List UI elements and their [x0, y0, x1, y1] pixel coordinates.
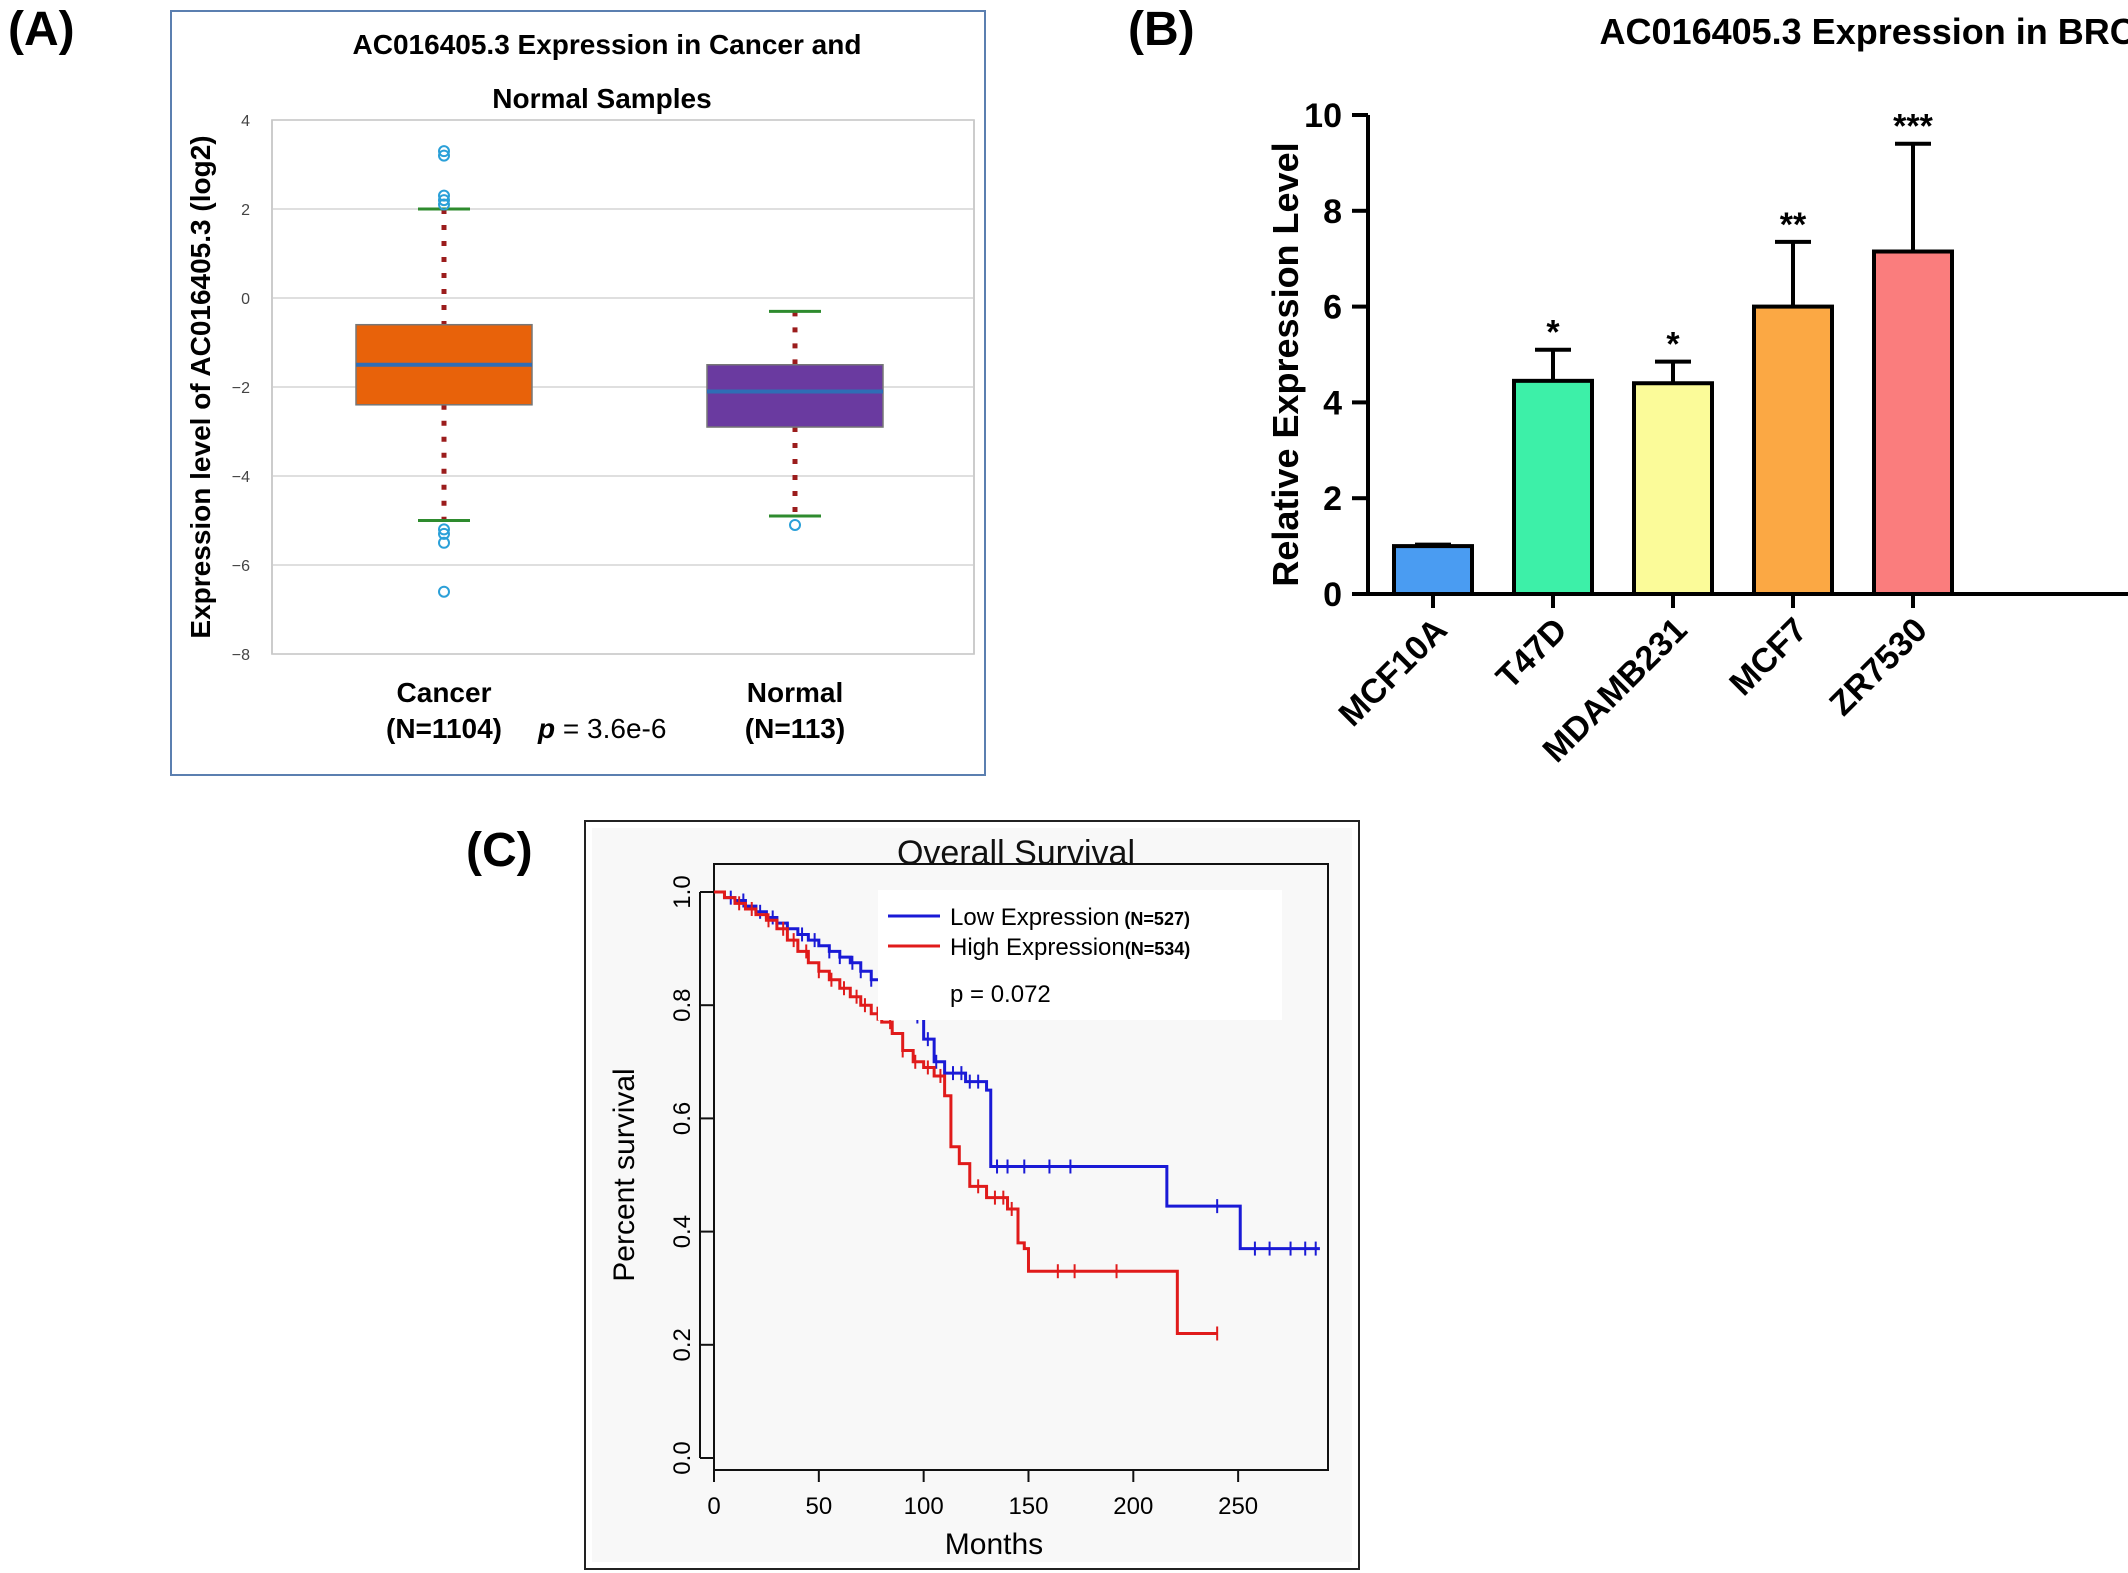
outlier-point — [438, 189, 450, 202]
group-label: Cancer — [397, 677, 492, 708]
outlier-point — [438, 523, 450, 536]
p-value-label: p = 0.072 — [950, 981, 1051, 1008]
x-tick-label: MCF7 — [1722, 611, 1814, 703]
legend-entry: Low Expression (N=527) — [950, 904, 1190, 931]
chart-title: Normal Samples — [492, 83, 711, 114]
legend-entry: High Expression(N=534) — [950, 934, 1190, 961]
x-tick-label: ZR7530 — [1822, 611, 1934, 723]
group-label: Normal — [747, 677, 843, 708]
bar — [1392, 544, 1474, 596]
p-value-label: p = 3.6e-6 — [537, 713, 666, 744]
y-tick-label: −4 — [232, 469, 250, 486]
panel-b-label: (B) — [1128, 3, 1195, 56]
panel-a-label: (A) — [8, 3, 75, 56]
y-tick-label: 10 — [1304, 97, 1342, 135]
y-tick-label: 0 — [241, 291, 250, 308]
bar — [1632, 381, 1714, 596]
group-n-label: (N=113) — [745, 713, 845, 744]
boxplot-panel: AC016405.3 Expression in Cancer and Norma… — [170, 10, 986, 776]
y-tick-label: 0.6 — [669, 1102, 696, 1135]
y-tick-label: 0.4 — [669, 1215, 696, 1248]
barchart-panel: AC016405.3 Expression in BRCA Cell Lines… — [1150, 0, 2128, 800]
outlier-point — [438, 194, 450, 207]
y-axis-label: Percent survival — [608, 1068, 641, 1281]
x-tick-label: MCF10A — [1332, 611, 1455, 734]
outlier-point — [438, 527, 450, 540]
y-tick-label: 4 — [241, 113, 250, 130]
boxplot-chart: AC016405.3 Expression in Cancer and Norma… — [185, 29, 975, 744]
x-tick-label: 250 — [1218, 1493, 1258, 1520]
bar — [1872, 249, 1954, 596]
y-tick-label: 0.0 — [669, 1441, 696, 1474]
x-tick-label: 150 — [1008, 1493, 1048, 1520]
y-tick-label: 4 — [1323, 384, 1342, 422]
outlier-point — [438, 585, 450, 598]
box — [706, 364, 884, 428]
significance-label: *** — [1893, 108, 1933, 146]
bar — [1512, 378, 1594, 596]
chart-title: AC016405.3 Expression in Cancer and — [353, 29, 862, 60]
x-tick-label: T47D — [1489, 611, 1575, 697]
y-tick-label: 6 — [1323, 289, 1342, 327]
y-tick-label: 1.0 — [669, 875, 696, 908]
y-tick-label: 0.2 — [669, 1328, 696, 1361]
panel-c-label: (C) — [466, 824, 533, 877]
y-axis-label: Relative Expression Level — [1265, 142, 1306, 586]
survival-curve — [714, 890, 1218, 1335]
legend-box — [878, 890, 1282, 1020]
x-tick-label: 50 — [805, 1493, 832, 1520]
bar-chart: AC016405.3 Expression in BRCA Cell Lines… — [1265, 11, 2128, 770]
chart-title: AC016405.3 Expression in BRCA Cell Lines — [1600, 11, 2128, 52]
significance-label: ** — [1780, 206, 1807, 244]
bar — [1752, 304, 1834, 596]
y-tick-label: 2 — [1323, 480, 1342, 518]
y-tick-label: −8 — [232, 647, 250, 664]
y-tick-label: 0 — [1323, 576, 1342, 614]
group-n-label: (N=1104) — [386, 713, 502, 744]
y-axis-label: Expression level of AC016405.3 (log2) — [185, 135, 216, 638]
y-tick-label: 8 — [1323, 193, 1342, 231]
x-tick-label: 100 — [904, 1493, 944, 1520]
outlier-point — [438, 145, 450, 158]
outlier-point — [438, 198, 450, 211]
x-tick-label: 200 — [1113, 1493, 1153, 1520]
x-axis-label: Months — [945, 1528, 1043, 1561]
y-tick-label: −6 — [232, 558, 250, 575]
outlier-point — [438, 149, 450, 162]
outlier-point — [438, 536, 450, 549]
y-tick-label: 0.8 — [669, 989, 696, 1022]
significance-label: * — [1546, 314, 1560, 352]
outlier-point — [789, 518, 801, 531]
survival-panel: Overall Survival 0 50 100 150 200 250 0.0 0.2 0.4… — [584, 820, 1360, 1570]
y-tick-label: 2 — [241, 202, 250, 219]
significance-label: * — [1666, 326, 1680, 364]
y-tick-label: −2 — [232, 380, 250, 397]
x-tick-label: 0 — [707, 1493, 720, 1520]
